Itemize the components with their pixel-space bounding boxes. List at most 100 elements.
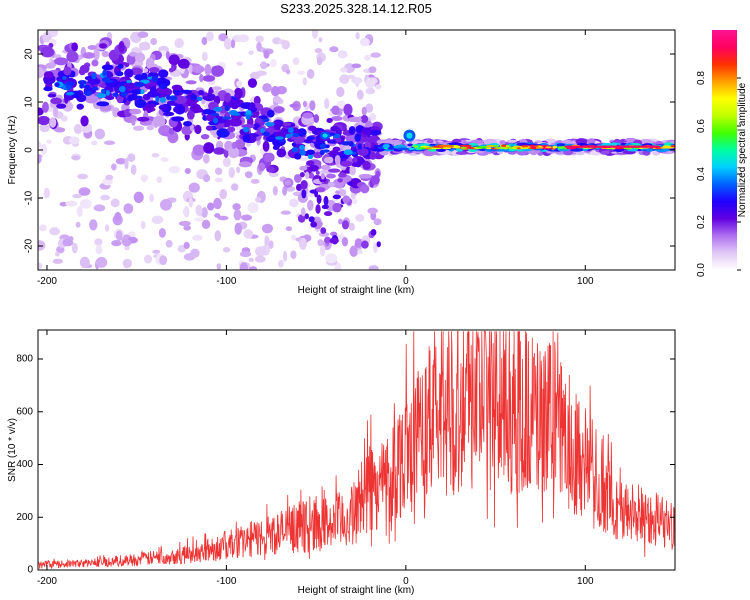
spectrogram-blob — [248, 50, 254, 55]
spectrogram-blob — [105, 174, 114, 181]
spectrogram-blob — [334, 154, 341, 165]
spectrogram-blob — [310, 221, 318, 228]
spectrogram-blob — [94, 238, 103, 246]
y-tick-label: -20 — [24, 238, 35, 253]
spectrogram-blob — [40, 143, 48, 155]
spectrogram-blob — [56, 103, 67, 109]
spectrogram-blob — [301, 189, 307, 199]
x-tick-label: -200 — [37, 576, 57, 587]
spectrogram-blob — [243, 229, 254, 239]
spectrogram-blob — [147, 103, 157, 108]
spectrogram-blob — [272, 95, 282, 104]
spectrogram-blob — [159, 97, 166, 103]
spectrogram-blob — [339, 67, 348, 73]
spectrogram-blob — [320, 172, 325, 180]
spectrogram-blob — [183, 225, 191, 231]
spectrogram-blob — [83, 90, 93, 97]
y-tick-label: 20 — [24, 48, 35, 60]
spectrogram-blob — [355, 32, 360, 40]
spectrogram-blob — [79, 256, 90, 269]
spectrogram-blob — [272, 145, 280, 151]
spectrogram-blob — [124, 68, 134, 78]
spectrogram-blob — [264, 122, 275, 127]
spectrogram-blob — [115, 157, 127, 165]
spectrogram-blob — [263, 50, 270, 59]
spectrogram-blob — [361, 240, 369, 249]
spectrogram-blob — [339, 155, 348, 159]
spectrogram-blob — [552, 145, 558, 149]
spectrogram-blob — [354, 77, 360, 88]
spectrogram-blob — [303, 138, 313, 144]
spectrogram-blob — [308, 125, 317, 132]
spectrogram-blob — [255, 35, 264, 43]
spectrogram-blob — [112, 92, 119, 97]
spectrogram-blob — [412, 145, 419, 148]
spectrogram-blob — [299, 149, 306, 156]
spectrogram-blob — [306, 136, 315, 141]
spectrogram-blob — [406, 132, 413, 139]
spectrogram-blob — [337, 178, 343, 183]
spectrogram-blob — [203, 142, 215, 154]
spectrogram-blob — [120, 92, 128, 97]
spectrogram-blob — [244, 171, 253, 179]
spectrogram-blob — [42, 32, 52, 43]
colorbar-gradient — [712, 30, 737, 270]
spectrogram-blob — [94, 128, 106, 140]
spectrogram-blob — [291, 234, 297, 241]
spectrogram-blob — [52, 258, 63, 264]
spectrogram-blob — [65, 92, 75, 96]
spectrogram-blob — [462, 144, 472, 148]
spectrogram-blob — [304, 213, 310, 220]
spectrogram-blob — [315, 204, 321, 214]
spectrogram-blob — [38, 107, 44, 116]
spectrogram-blob — [93, 48, 100, 61]
spectrogram-blob — [236, 166, 241, 174]
spectrogram-blob — [90, 140, 98, 146]
spectrogram-blob — [242, 134, 251, 143]
spectrogram-blob — [133, 95, 143, 99]
spectrogram-blob — [315, 187, 326, 193]
spectrogram-blob — [54, 82, 60, 87]
spectrogram-blobs — [38, 30, 675, 270]
snr-ticks: -200 -100 0 100 0 200 400 600 800 — [16, 330, 675, 587]
spectrogram-blob — [165, 239, 173, 248]
spectrogram-blob — [52, 107, 59, 118]
spectrogram-blob — [127, 94, 134, 102]
spectrogram-blob — [228, 146, 240, 159]
spectrogram-blob — [149, 86, 157, 95]
spectrogram-blob — [486, 147, 492, 150]
spectrogram-blob — [368, 265, 379, 270]
spectrogram-blob — [253, 95, 261, 105]
spectrogram-blob — [47, 93, 57, 98]
spectrogram-blob — [114, 211, 122, 221]
spectrogram-blob — [324, 236, 332, 244]
spectrogram-blob — [201, 99, 206, 105]
y-tick-label: 200 — [16, 512, 33, 523]
spectrogram-blob — [42, 101, 49, 113]
spectrogram-blob — [223, 38, 233, 50]
spectrogram-blob — [159, 199, 172, 211]
spectrogram-blob — [250, 178, 260, 184]
spectrogram-blob — [329, 46, 339, 53]
spectrogram-blob — [236, 80, 243, 87]
spectrogram-blob — [188, 182, 200, 193]
spectrogram-blob — [266, 166, 275, 173]
spectrogram-blob — [158, 69, 169, 78]
spectrogram-blob — [587, 138, 596, 145]
spectrogram-blob — [203, 174, 211, 183]
spectrogram-blob — [188, 197, 194, 208]
spectrogram-blob — [38, 240, 46, 251]
spectrogram-blob — [330, 231, 338, 237]
spectrogram-blob — [216, 263, 222, 270]
spectrogram-blob — [291, 146, 299, 153]
spectrogram-blob — [65, 200, 78, 207]
spectrogram-blob — [336, 86, 345, 98]
spectrogram-blob — [54, 127, 66, 133]
spectrogram-blob — [362, 160, 371, 171]
spectrogram-blob — [183, 121, 192, 127]
spectrogram-blob — [505, 144, 510, 148]
y-tick-label: 400 — [16, 459, 33, 470]
spectrogram-blob — [302, 100, 307, 108]
spectrogram-blob — [256, 41, 262, 52]
spectrogram-blob — [182, 208, 188, 216]
